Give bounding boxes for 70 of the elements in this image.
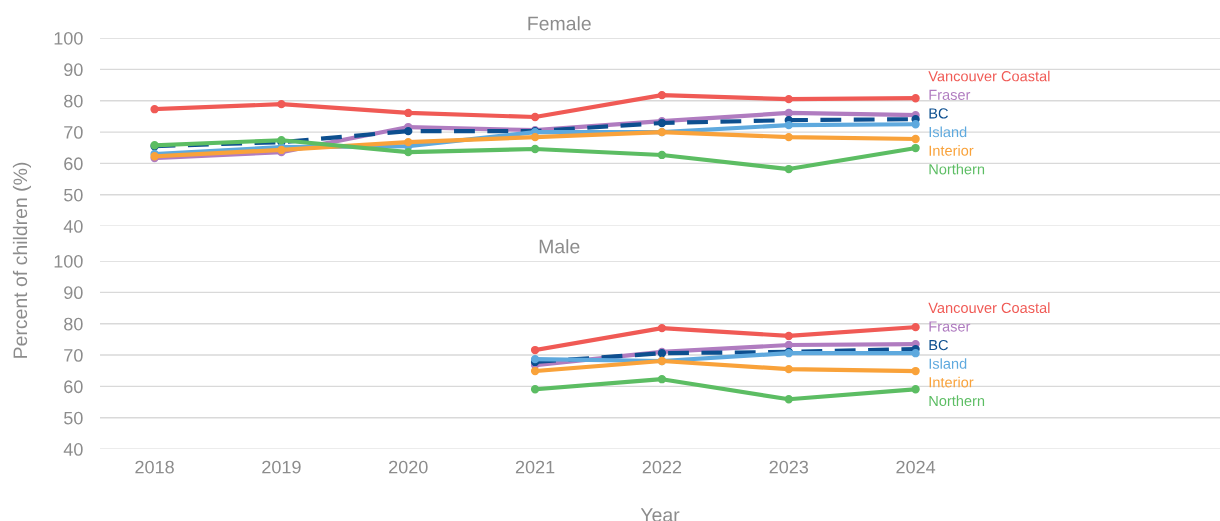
series-label: Interior (929, 376, 974, 388)
point (657, 323, 667, 333)
chart-title: Female (528, 16, 591, 31)
series-label: Island (929, 126, 967, 138)
x-tick-label: 2022 (642, 460, 682, 474)
x-tick-label: 2018 (135, 460, 174, 474)
chart-title: Male (539, 239, 580, 254)
y-tick-label: 100 (54, 31, 83, 45)
point (404, 147, 413, 157)
y-tick-label: 60 (64, 157, 83, 171)
point (657, 90, 667, 100)
x-tick-label: 2023 (769, 460, 809, 474)
point (784, 132, 793, 142)
point (530, 144, 540, 154)
y-tick-label: 100 (54, 254, 83, 268)
series-label: Vancouver Coastal (928, 302, 1050, 314)
series-label: Interior (929, 145, 974, 156)
point (784, 395, 793, 404)
y-axis-title: Percent of children (%) (12, 162, 32, 358)
point (911, 322, 920, 332)
y-tick-label: 50 (64, 411, 83, 425)
y-tick-label: 60 (64, 380, 83, 394)
series-label: Fraser (929, 321, 971, 332)
point (784, 121, 793, 130)
point (911, 385, 920, 394)
point (404, 126, 413, 136)
x-tick-label: 2020 (389, 460, 428, 474)
series-label: Northern (929, 395, 985, 407)
x-tick-label: 2019 (262, 460, 301, 474)
point (911, 120, 920, 129)
point (784, 365, 793, 374)
point (404, 108, 413, 118)
point (784, 331, 793, 341)
y-tick-label: 90 (64, 63, 83, 77)
series-label: BC (929, 108, 948, 119)
y-tick-label: 40 (63, 443, 83, 456)
x-axis-title: Year (640, 508, 680, 521)
point (150, 105, 159, 114)
point (530, 366, 540, 376)
series-label: Vancouver Coastal (928, 70, 1050, 82)
point (784, 340, 793, 350)
point (657, 375, 667, 384)
y-tick-label: 70 (64, 126, 83, 139)
point (911, 143, 920, 153)
point (530, 385, 540, 394)
y-tick-label: 80 (64, 317, 83, 331)
point (277, 100, 286, 109)
x-tick-label: 2021 (515, 460, 555, 474)
point (911, 94, 920, 103)
point (530, 112, 540, 122)
point (911, 134, 920, 144)
y-tick-label: 80 (64, 94, 83, 108)
point (404, 137, 413, 147)
series-label: Fraser (929, 89, 971, 100)
point (784, 164, 793, 174)
y-tick-label: 40 (63, 220, 83, 233)
y-tick-label: 70 (64, 349, 83, 362)
point (784, 94, 793, 104)
y-tick-label: 50 (64, 188, 83, 202)
point (784, 108, 793, 118)
point (530, 345, 540, 355)
series-label: Northern (929, 163, 985, 175)
series-label: BC (929, 339, 948, 351)
point (530, 132, 540, 142)
point (657, 150, 667, 160)
point (911, 366, 920, 376)
series-label: Island (929, 358, 967, 369)
x-tick-label: 2024 (896, 460, 936, 474)
point (911, 349, 920, 358)
y-tick-label: 90 (64, 286, 83, 300)
